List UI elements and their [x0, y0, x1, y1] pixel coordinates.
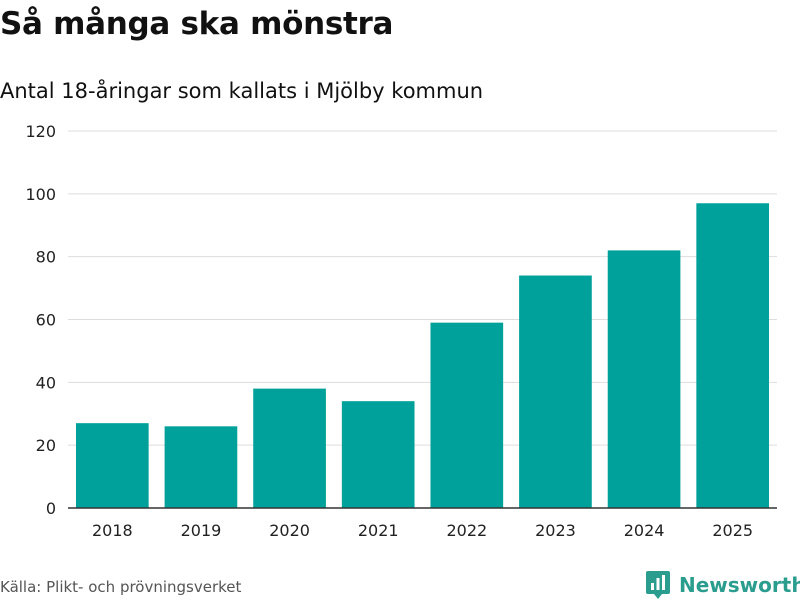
y-tick-label: 120 — [25, 122, 56, 141]
y-tick-label: 100 — [25, 185, 56, 204]
x-tick-label: 2021 — [358, 521, 399, 540]
y-tick-label: 40 — [36, 373, 56, 392]
bar-2019 — [164, 426, 238, 508]
x-tick-label: 2025 — [712, 521, 753, 540]
x-tick-label: 2024 — [624, 521, 665, 540]
bar-chart-pin-icon — [646, 571, 670, 599]
y-tick-label: 20 — [36, 436, 56, 455]
bar-2023 — [519, 275, 592, 508]
bar-2020 — [253, 388, 326, 508]
bar-2018 — [75, 423, 149, 508]
bar-2021 — [341, 401, 415, 508]
x-tick-label: 2019 — [181, 521, 222, 540]
brand-name: Newsworthy — [679, 573, 800, 597]
bar-2022 — [430, 322, 504, 508]
bar-2025 — [696, 203, 770, 508]
x-tick-label: 2020 — [269, 521, 310, 540]
x-tick-label: 2022 — [446, 521, 487, 540]
y-tick-label: 0 — [46, 499, 56, 518]
chart-subtitle: Antal 18-åringar som kallats i Mjölby ko… — [0, 79, 484, 103]
x-tick-label: 2018 — [92, 521, 133, 540]
source-note: Källa: Plikt- och prövningsverket — [0, 578, 242, 596]
newsworthy-logo: Newsworthy — [645, 570, 800, 600]
bar-2024 — [607, 250, 681, 508]
y-tick-label: 60 — [36, 311, 56, 330]
y-tick-label: 80 — [36, 248, 56, 267]
x-tick-label: 2023 — [535, 521, 576, 540]
chart-title: Så många ska mönstra — [0, 6, 394, 42]
